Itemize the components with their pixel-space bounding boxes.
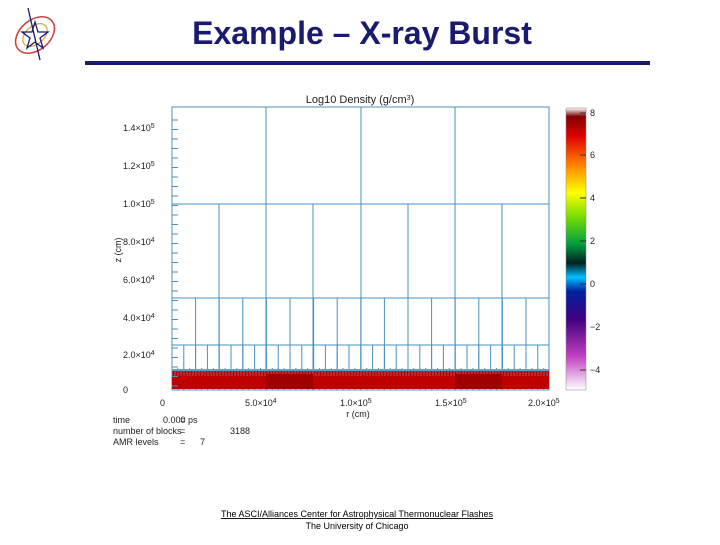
density-band <box>455 374 502 389</box>
text-part: 2.0×10 <box>528 398 556 408</box>
text-part: 4 <box>151 237 155 244</box>
info-eq: = <box>180 437 185 447</box>
x-tick-label: 2.0×105 <box>528 398 560 409</box>
y-tick-label: 6.0×104 <box>123 275 155 286</box>
info-label: time <box>113 415 130 425</box>
info-value: 0.000 ps <box>163 415 198 425</box>
colorbar-tick-label: 2 <box>590 236 595 246</box>
colorbar-tick-label: −4 <box>590 365 600 375</box>
y-tick-label: 1.0×105 <box>123 199 155 210</box>
x-tick-label: 1.5×105 <box>435 398 467 409</box>
text-part: 5 <box>151 161 155 168</box>
colorbar-tick-label: 6 <box>590 150 595 160</box>
colorbar-tick-label: 0 <box>590 279 595 289</box>
x-tick-label: 1.0×105 <box>340 398 372 409</box>
text-part: 5.0×10 <box>245 398 273 408</box>
density-band <box>266 374 313 389</box>
text-part: 8.0×10 <box>123 237 151 247</box>
y-tick-label: 4.0×104 <box>123 313 155 324</box>
text-part: Log10 Density (g/cm <box>306 94 407 106</box>
y-tick-label: 0 <box>123 385 128 395</box>
text-part: 6.0×10 <box>123 275 151 285</box>
figure: Log10 Density (g/cm3)1.4×1051.2×1051.0×1… <box>113 94 600 447</box>
info-eq: = <box>180 415 185 425</box>
text-part: 1.0×10 <box>340 398 368 408</box>
text-part: 1.4×10 <box>123 123 151 133</box>
x-tick-label: 0 <box>160 398 165 408</box>
colorbar-tick-label: 4 <box>590 193 595 203</box>
y-axis-label: z (cm) <box>113 238 123 263</box>
info-label: number of blocks <box>113 426 182 436</box>
logo <box>14 7 56 61</box>
slide-title: Example – X-ray Burst <box>192 15 532 51</box>
info-label: AMR levels <box>113 437 159 447</box>
y-tick-label: 1.2×105 <box>123 161 155 172</box>
y-tick-label: 2.0×104 <box>123 350 155 361</box>
footer-line: The ASCI/Alliances Center for Astrophysi… <box>221 509 493 519</box>
text-part: ) <box>411 94 415 106</box>
footer-line: The University of Chicago <box>305 521 408 531</box>
text-part: 0 <box>123 385 128 395</box>
colorbar <box>565 107 587 391</box>
plot-title: Log10 Density (g/cm3) <box>306 94 414 106</box>
colorbar-tick-label: 8 <box>590 108 595 118</box>
text-part: 1.5×10 <box>435 398 463 408</box>
text-part: 1.0×10 <box>123 199 151 209</box>
info-value: 3188 <box>230 426 250 436</box>
text-part: 2.0×10 <box>123 350 151 360</box>
text-part: 4 <box>273 398 277 405</box>
text-part: 5 <box>151 199 155 206</box>
info-value: 7 <box>200 437 205 447</box>
text-part: 5 <box>556 398 560 405</box>
text-part: 4 <box>151 350 155 357</box>
x-tick-label: 5.0×104 <box>245 398 277 409</box>
colorbar-tick-label: −2 <box>590 322 600 332</box>
x-axis-label: r (cm) <box>346 409 370 419</box>
text-part: 4.0×10 <box>123 313 151 323</box>
text-part: 5 <box>151 123 155 130</box>
text-part: 5 <box>368 398 372 405</box>
info-eq: = <box>180 426 185 436</box>
text-part: 4 <box>151 275 155 282</box>
text-part: 5 <box>463 398 467 405</box>
y-tick-label: 1.4×105 <box>123 123 155 134</box>
text-part: 1.2×10 <box>123 161 151 171</box>
text-part: 4 <box>151 313 155 320</box>
text-part: 3 <box>407 95 411 102</box>
y-tick-label: 8.0×104 <box>123 237 155 248</box>
text-part: 0 <box>160 398 165 408</box>
